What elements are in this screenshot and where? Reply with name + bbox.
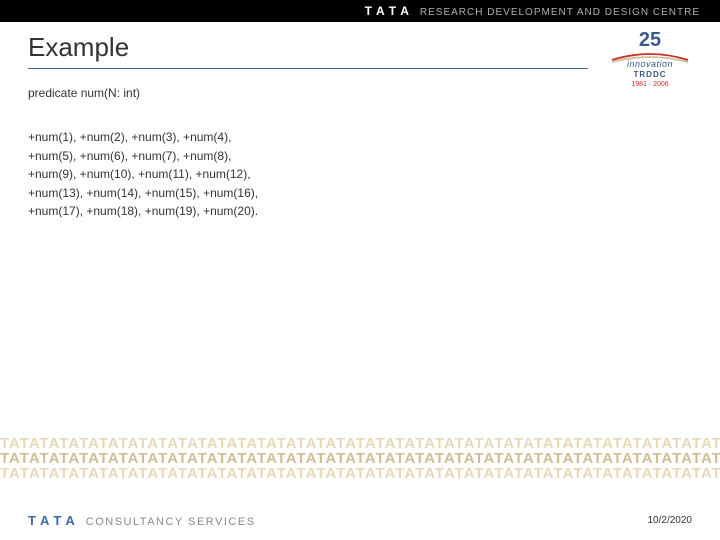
badge-swoosh-icon — [610, 50, 690, 62]
title-underline — [28, 68, 588, 69]
header-brand: TATA RESEARCH DEVELOPMENT AND DESIGN CEN… — [365, 4, 700, 18]
predicate-declaration: predicate num(N: int) — [28, 86, 140, 100]
badge-number: 25 — [610, 30, 690, 50]
facts-block: +num(1), +num(2), +num(3), +num(4), +num… — [28, 128, 258, 221]
footer-date: 10/2/2020 — [648, 515, 693, 526]
decorative-pattern: TATATATATATATATATATATATATATATATATATATATA… — [0, 436, 720, 482]
slide-title: Example — [28, 32, 129, 63]
footer-subtitle: CONSULTANCY SERVICES — [86, 516, 256, 528]
anniversary-badge: 25 innovation TRDDC 1981 · 2006 — [610, 30, 690, 88]
fact-line: +num(1), +num(2), +num(3), +num(4), — [28, 128, 258, 147]
fact-line: +num(17), +num(18), +num(19), +num(20). — [28, 202, 258, 221]
badge-years: 1981 · 2006 — [610, 81, 690, 88]
footer-brand-name: TATA — [28, 513, 80, 528]
header-bar: TATA RESEARCH DEVELOPMENT AND DESIGN CEN… — [0, 0, 720, 22]
header-subtitle: RESEARCH DEVELOPMENT AND DESIGN CENTRE — [420, 7, 700, 18]
slide-root: TATA RESEARCH DEVELOPMENT AND DESIGN CEN… — [0, 0, 720, 540]
fact-line: +num(9), +num(10), +num(11), +num(12), — [28, 165, 258, 184]
badge-org: TRDDC — [610, 70, 690, 79]
pattern-row: TATATATATATATATATATATATATATATATATATATATA… — [0, 466, 720, 481]
fact-line: +num(5), +num(6), +num(7), +num(8), — [28, 147, 258, 166]
footer-brand: TATA CONSULTANCY SERVICES — [28, 513, 256, 528]
fact-line: +num(13), +num(14), +num(15), +num(16), — [28, 184, 258, 203]
footer-bar: TATA CONSULTANCY SERVICES 10/2/2020 — [0, 500, 720, 540]
pattern-row: TATATATATATATATATATATATATATATATATATATATA… — [0, 451, 720, 466]
pattern-row: TATATATATATATATATATATATATATATATATATATATA… — [0, 436, 720, 451]
header-brand-name: TATA — [365, 4, 414, 18]
